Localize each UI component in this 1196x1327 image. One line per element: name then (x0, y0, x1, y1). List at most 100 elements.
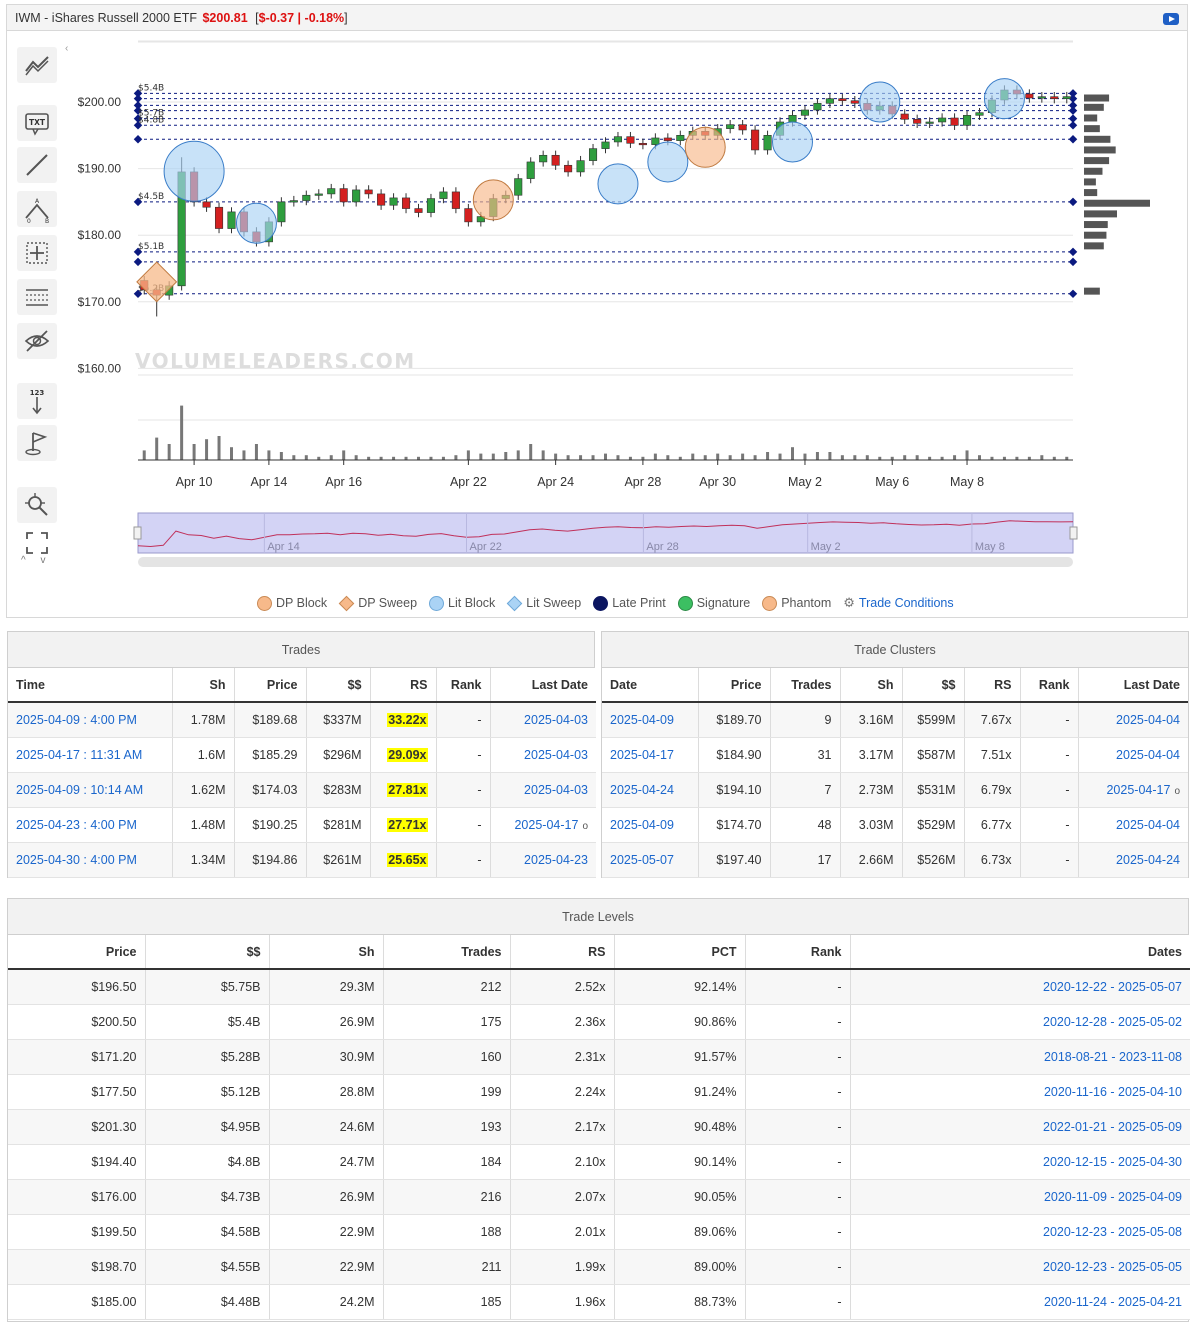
candle-body[interactable] (551, 154, 560, 166)
hide-drawings-icon[interactable] (17, 323, 57, 359)
trade-last-date-link[interactable]: 2025-04-03 (490, 702, 596, 738)
trend-lines-icon[interactable] (17, 47, 57, 83)
col-dollars[interactable]: $$ (902, 668, 965, 703)
candle-body[interactable] (1062, 96, 1071, 99)
lit-block-marker[interactable] (859, 81, 901, 123)
candle-body[interactable] (439, 191, 448, 199)
trade-time-link[interactable]: 2025-04-09 : 4:00 PM (8, 702, 173, 738)
video-icon[interactable] (1163, 13, 1179, 25)
level-right-marker[interactable] (1068, 247, 1078, 257)
col-rank[interactable]: Rank (1020, 668, 1079, 703)
candle-body[interactable] (464, 208, 473, 223)
candle-body[interactable] (925, 121, 934, 124)
candle-body[interactable] (813, 103, 822, 111)
candle-body[interactable] (838, 98, 847, 101)
candle-body[interactable] (788, 115, 797, 123)
col-rs[interactable]: RS (964, 668, 1021, 703)
level-dates-link[interactable]: 2020-12-23 - 2025-05-05 (850, 1249, 1190, 1285)
cluster-date-link[interactable]: 2025-04-09 (602, 807, 699, 843)
candle-body[interactable] (389, 197, 398, 206)
cluster-last-date-link[interactable]: 2025-04-04 (1078, 702, 1188, 738)
candle-body[interactable] (726, 124, 735, 129)
cluster-date-link[interactable]: 2025-05-07 (602, 842, 699, 878)
candle-body[interactable] (426, 198, 436, 213)
level-dates-link[interactable]: 2018-08-21 - 2023-11-08 (850, 1039, 1190, 1075)
candle-body[interactable] (364, 189, 373, 195)
trade-time-link[interactable]: 2025-04-30 : 4:00 PM (8, 842, 173, 878)
candle-body[interactable] (676, 135, 685, 141)
legend-signature[interactable]: Signature (677, 595, 750, 611)
level-right-marker[interactable] (1068, 197, 1078, 207)
abcd-pattern-icon[interactable]: A 0 B (17, 191, 57, 227)
candle-body[interactable] (751, 129, 760, 151)
legend-dp-block[interactable]: DP Block (257, 595, 327, 611)
dp-block-marker[interactable] (684, 126, 726, 168)
zoom-icon[interactable] (17, 487, 57, 523)
col-rank[interactable]: Rank (436, 668, 491, 703)
level-right-marker[interactable] (1068, 289, 1078, 299)
dp-block-marker[interactable] (472, 179, 514, 221)
candle-body[interactable] (227, 211, 236, 229)
candle-body[interactable] (401, 197, 411, 209)
flag-icon[interactable] (17, 425, 57, 461)
col-last-date[interactable]: Last Date (490, 668, 596, 703)
line-tool-icon[interactable] (17, 147, 57, 183)
lit-block-marker[interactable] (647, 141, 689, 183)
trade-last-date-link[interactable]: 2025-04-03 (490, 737, 596, 773)
scroll-arrows-icon[interactable]: ^ v (21, 555, 52, 566)
collapse-toolbar-icon[interactable]: ‹ (65, 43, 69, 54)
trade-last-date-link[interactable]: 2025-04-17 o (490, 807, 596, 843)
scrollbar[interactable] (138, 557, 1073, 567)
col-trades[interactable]: Trades (383, 935, 511, 970)
legend-lit-sweep[interactable]: Lit Sweep (507, 595, 581, 611)
level-right-marker[interactable] (1068, 121, 1078, 130)
cluster-last-date-link[interactable]: 2025-04-04 (1078, 737, 1188, 773)
level-dates-link[interactable]: 2020-12-22 - 2025-05-07 (850, 969, 1190, 1005)
candle-body[interactable] (451, 191, 460, 209)
lit-block-marker[interactable] (983, 78, 1025, 120)
candle-body[interactable] (514, 178, 523, 196)
cluster-date-link[interactable]: 2025-04-09 (602, 702, 699, 738)
col-sh[interactable]: Sh (172, 668, 235, 703)
candle-body[interactable] (738, 124, 747, 131)
candle-body[interactable] (913, 119, 922, 124)
candle-body[interactable] (576, 160, 585, 173)
candle-body[interactable] (339, 188, 348, 203)
candle-body[interactable] (377, 193, 386, 206)
candle-body[interactable] (277, 201, 286, 223)
cluster-last-date-link[interactable]: 2025-04-17 o (1078, 772, 1188, 808)
candle-body[interactable] (539, 154, 548, 163)
cluster-last-date-link[interactable]: 2025-04-24 (1078, 842, 1188, 878)
col-sh[interactable]: Sh (840, 668, 903, 703)
candle-body[interactable] (663, 137, 672, 141)
col-price[interactable]: Price (8, 935, 146, 970)
candle-body[interactable] (289, 200, 298, 203)
level-dates-link[interactable]: 2020-12-28 - 2025-05-02 (850, 1004, 1190, 1040)
legend-late-print[interactable]: Late Print (593, 595, 666, 611)
lit-block-marker[interactable] (772, 121, 813, 163)
col-dollars[interactable]: $$ (306, 668, 371, 703)
level-dates-link[interactable]: 2020-12-15 - 2025-04-30 (850, 1144, 1190, 1180)
level-dates-link[interactable]: 2022-01-21 - 2025-05-09 (850, 1109, 1190, 1145)
price-chart[interactable]: $200.00 $190.00 $180.00 $170.00 $160.00 VOLUM… (7, 5, 1189, 589)
candle-body[interactable] (214, 206, 224, 229)
col-trades[interactable]: Trades (770, 668, 841, 703)
col-time[interactable]: Time (8, 668, 173, 703)
candle-body[interactable] (526, 161, 535, 179)
candle-body[interactable] (588, 148, 598, 161)
candle-body[interactable] (327, 188, 336, 195)
fit-screen-icon[interactable] (17, 531, 57, 555)
candle-body[interactable] (975, 112, 984, 116)
candle-body[interactable] (800, 109, 810, 116)
trade-last-date-link[interactable]: 2025-04-03 (490, 772, 596, 808)
navigator[interactable] (137, 512, 1074, 554)
dp-sweep-marker[interactable] (136, 261, 178, 303)
trade-time-link[interactable]: 2025-04-17 : 11:31 AM (8, 737, 173, 773)
horizontal-levels-icon[interactable] (17, 279, 57, 315)
candle-body[interactable] (613, 136, 623, 143)
candle-body[interactable] (1037, 96, 1046, 99)
trade-time-link[interactable]: 2025-04-23 : 4:00 PM (8, 807, 173, 843)
level-dates-link[interactable]: 2020-11-24 - 2025-04-21 (850, 1284, 1190, 1320)
candle-body[interactable] (850, 100, 859, 104)
col-dollars[interactable]: $$ (145, 935, 270, 970)
